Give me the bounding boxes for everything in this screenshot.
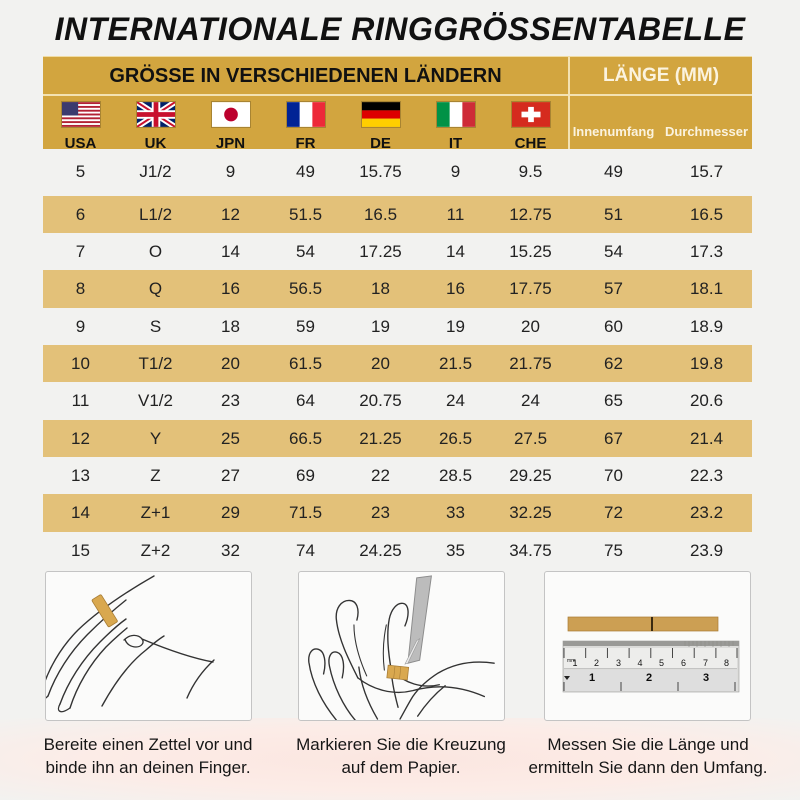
svg-text:7: 7 (703, 658, 708, 668)
svg-text:2: 2 (594, 658, 599, 668)
svg-text:3: 3 (703, 672, 709, 684)
svg-text:4: 4 (638, 658, 643, 668)
svg-text:1: 1 (589, 672, 595, 684)
svg-text:6: 6 (681, 658, 686, 668)
svg-text:3: 3 (616, 658, 621, 668)
svg-text:5: 5 (659, 658, 664, 668)
svg-text:2: 2 (646, 672, 652, 684)
svg-text:8: 8 (724, 658, 729, 668)
svg-text:mm: mm (567, 658, 575, 664)
